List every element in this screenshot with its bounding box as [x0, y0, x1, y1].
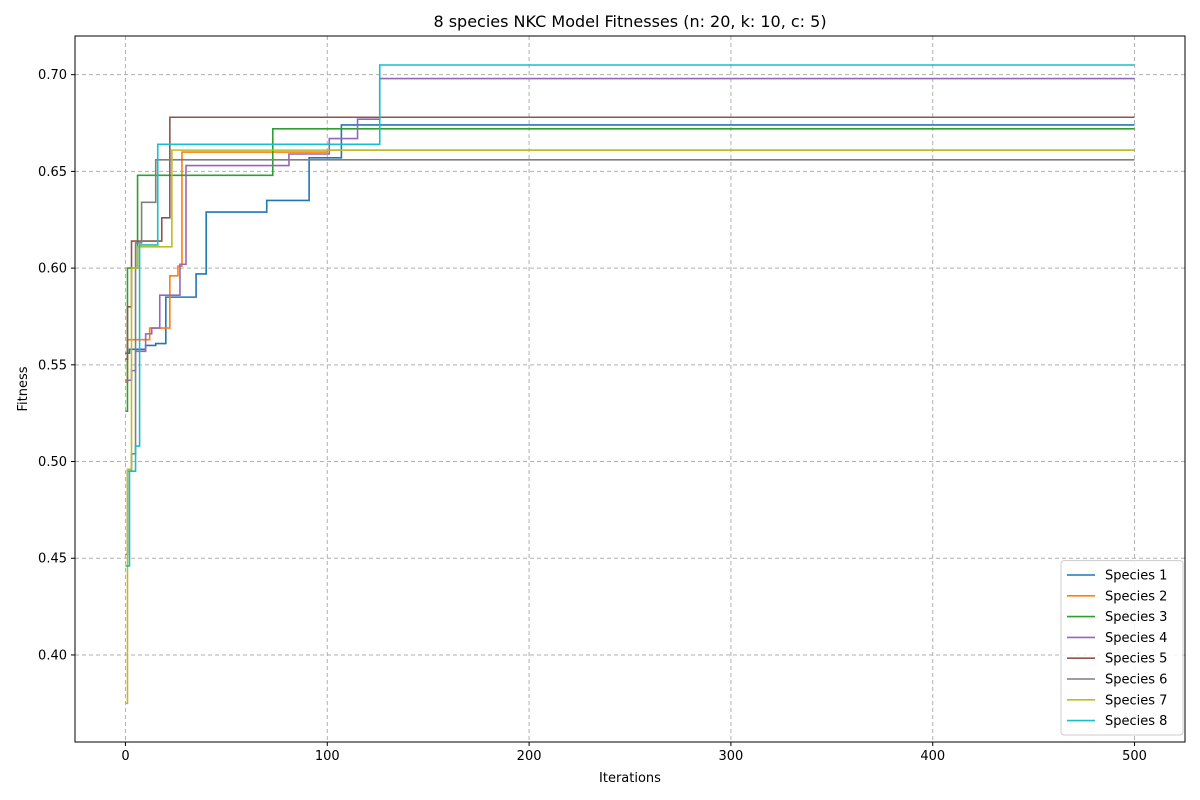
legend-entry: Species 4: [1105, 631, 1167, 646]
y-axis-label: Fitness: [16, 366, 31, 411]
series-line-species-7: [125, 149, 1135, 705]
y-tick-label: 0.40: [38, 648, 67, 663]
x-tick-label: 200: [517, 749, 542, 764]
legend-entry: Species 8: [1105, 714, 1167, 729]
y-tick-label: 0.65: [38, 165, 67, 180]
y-tick-label: 0.50: [38, 455, 67, 470]
x-tick-label: 400: [920, 749, 945, 764]
plot-frame: [74, 35, 1186, 743]
legend-entry: Species 6: [1105, 673, 1167, 688]
x-axis-label: Iterations: [599, 771, 661, 786]
series-line-species-3: [125, 128, 1135, 413]
series-lines: [125, 64, 1135, 705]
legend-entry: Species 3: [1105, 610, 1167, 625]
y-tick-label: 0.70: [38, 68, 67, 83]
chart-title: 8 species NKC Model Fitnesses (n: 20, k:…: [433, 12, 826, 31]
x-tick-label: 100: [315, 749, 340, 764]
series-line-species-5: [125, 116, 1135, 360]
legend: Species 1 Species 2 Species 3 Species 4 Spec…: [1060, 560, 1184, 736]
grid: [75, 36, 1185, 742]
series-line-species-8: [125, 64, 1135, 567]
x-tick-label: 300: [718, 749, 743, 764]
y-tick-label: 0.60: [38, 262, 67, 277]
legend-box: [1060, 560, 1184, 736]
legend-entry: Species 1: [1105, 569, 1167, 584]
axis-ticks: 0 100 200 300 400 500 0.40 0.45 0.50 0.55 0.60 0.65…: [38, 68, 1147, 764]
x-tick-label: 500: [1122, 749, 1147, 764]
legend-entry: Species 2: [1105, 589, 1167, 604]
y-tick-label: 0.55: [38, 358, 67, 373]
x-tick-label: 0: [121, 749, 129, 764]
y-tick-label: 0.45: [38, 552, 67, 567]
legend-entry: Species 5: [1105, 652, 1167, 667]
legend-entry: Species 7: [1105, 693, 1167, 708]
